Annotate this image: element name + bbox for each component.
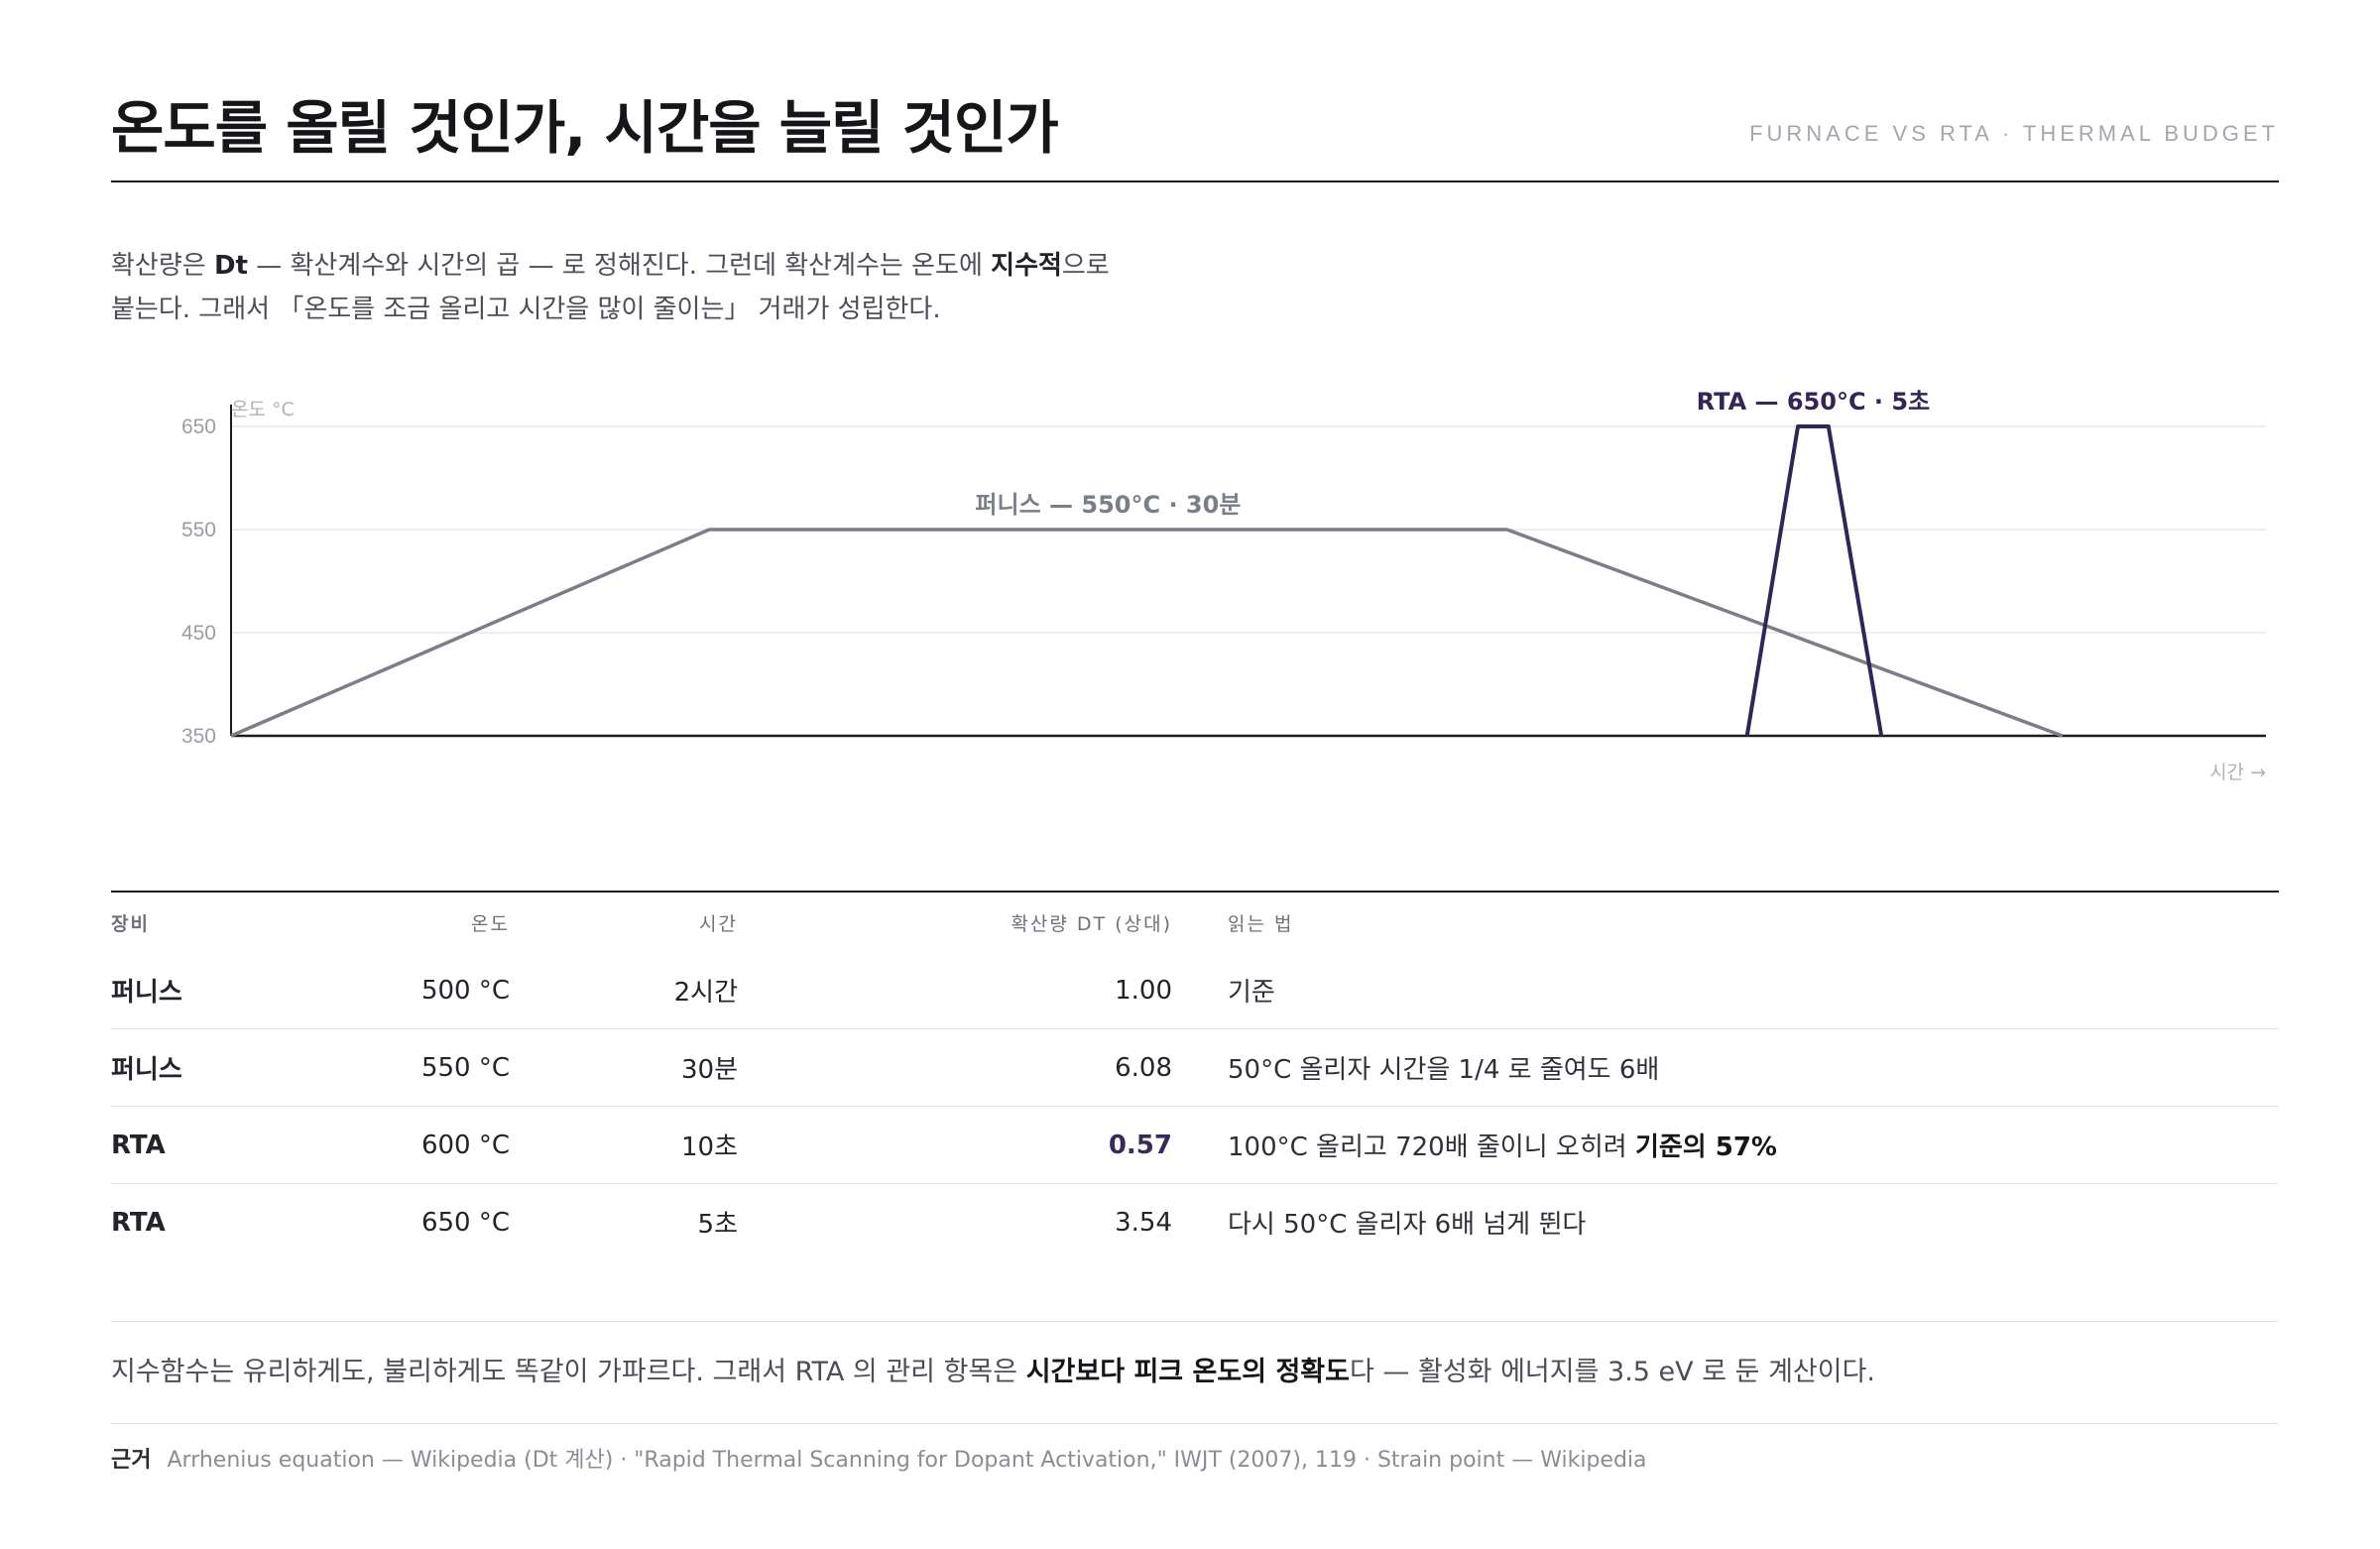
y-axis-label: 온도 °C bbox=[231, 399, 295, 420]
sources-text: Arrhenius equation — Wikipedia (Dt 계산) ·… bbox=[167, 1448, 1647, 1473]
series-line-furnace bbox=[230, 528, 2064, 738]
sources-label: 근거 bbox=[111, 1448, 152, 1473]
cell-read-text: 다시 50°C 올리자 6배 넘게 뛴다 bbox=[1228, 1210, 1587, 1240]
y-tick-label: 450 bbox=[181, 622, 216, 645]
header-dt: 확산량 DT (상대) bbox=[1011, 912, 1172, 935]
summary-text: 지수함수는 유리하게도, 불리하게도 똑같이 가파르다. 그래서 RTA 의 관… bbox=[111, 1357, 1026, 1387]
intro-text: 으로 bbox=[1061, 251, 1110, 281]
cell-read-text: 50°C 올리자 시간을 1/4 로 줄여도 6배 bbox=[1228, 1055, 1660, 1085]
cell-temp: 550 °C bbox=[262, 1028, 510, 1107]
y-tick-label: 550 bbox=[181, 519, 216, 541]
summary-note: 지수함수는 유리하게도, 불리하게도 똑같이 가파르다. 그래서 RTA 의 관… bbox=[111, 1321, 2279, 1424]
intro-text: 확산량은 bbox=[111, 251, 214, 281]
table-header-row: 장비 온도 시간 확산량 DT (상대) 읽는 법 bbox=[111, 893, 2279, 952]
series-annotation-rta: RTA — 650°C · 5초 bbox=[1697, 388, 1931, 416]
intro-bold-dt: Dt bbox=[213, 251, 248, 281]
cell-dt: 1.00 bbox=[738, 952, 1172, 1029]
x-axis-label: 시간 → bbox=[2209, 762, 2266, 783]
summary-bold: 시간보다 피크 온도의 정확도 bbox=[1025, 1357, 1350, 1387]
cell-device: 퍼니스 bbox=[111, 1028, 262, 1107]
cell-time: 10초 bbox=[510, 1106, 738, 1184]
sources: 근거 Arrhenius equation — Wikipedia (Dt 계산)… bbox=[111, 1442, 1647, 1474]
cell-time: 5초 bbox=[697, 1210, 738, 1240]
cell-read: 다시 50°C 올리자 6배 넘게 뛴다 bbox=[1172, 1184, 2279, 1261]
series-line-rta bbox=[1744, 424, 1884, 737]
series-annotation-furnace: 퍼니스 — 550°C · 30분 bbox=[975, 491, 1241, 519]
intro-bold-exponential: 지수적 bbox=[991, 251, 1062, 281]
page-title: 온도를 올릴 것인가, 시간을 늘릴 것인가 bbox=[111, 94, 1059, 162]
cell-temp: 650 °C bbox=[420, 1207, 510, 1238]
temperature-time-chart: 650 550 450 350 온도 °C 시간 → 퍼니스 — 550°C · 30분 RT… bbox=[181, 388, 2266, 783]
cell-read-bold: 기준의 57% bbox=[1634, 1132, 1777, 1162]
table-row: 퍼니스 550 °C 30분 6.08 50°C 올리자 시간을 1/4 로 줄… bbox=[111, 1028, 2279, 1107]
cell-dt-highlight: 0.57 bbox=[738, 1106, 1172, 1184]
cell-device: RTA bbox=[111, 1207, 166, 1238]
table-row: RTA 600 °C 10초 0.57 100°C 올리고 720배 줄이니 오… bbox=[111, 1106, 2279, 1184]
cell-dt: 3.54 bbox=[1115, 1207, 1172, 1238]
header-temp: 온도 bbox=[471, 912, 510, 935]
y-tick-label: 350 bbox=[181, 725, 216, 748]
header: 온도를 올릴 것인가, 시간을 늘릴 것인가 FURNACE VS RTA · … bbox=[111, 81, 2279, 182]
y-tick-label: 650 bbox=[181, 416, 216, 438]
cell-time: 30분 bbox=[510, 1028, 738, 1107]
cell-read: 기준 bbox=[1172, 952, 2279, 1029]
cell-read: 100°C 올리고 720배 줄이니 오히려 기준의 57% bbox=[1172, 1106, 2279, 1184]
cell-time: 2시간 bbox=[510, 952, 738, 1029]
intro-text: — 확산계수와 시간의 곱 — 로 정해진다. 그런데 확산계수는 온도에 bbox=[247, 251, 992, 281]
cell-read-text: 기준 bbox=[1228, 978, 1275, 1008]
cell-device: RTA bbox=[111, 1106, 262, 1184]
header-device: 장비 bbox=[111, 912, 150, 935]
cell-read: 50°C 올리자 시간을 1/4 로 줄여도 6배 bbox=[1172, 1028, 2279, 1107]
table-row: 퍼니스 500 °C 2시간 1.00 기준 bbox=[111, 952, 2279, 1029]
intro-line-2: 붙는다. 그래서 「온도를 조금 올리고 시간을 많이 줄이는」 거래가 성립한… bbox=[111, 295, 941, 324]
summary-text: 다 — 활성화 에너지를 3.5 eV 로 둔 계산이다. bbox=[1349, 1357, 1876, 1387]
comparison-table: 장비 온도 시간 확산량 DT (상대) 읽는 법 퍼니스 500 °C 2시간… bbox=[111, 891, 2279, 1260]
cell-read-text: 100°C 올리고 720배 줄이니 오히려 bbox=[1228, 1132, 1635, 1162]
cell-temp: 600 °C bbox=[262, 1106, 510, 1184]
cell-temp: 500 °C bbox=[262, 952, 510, 1029]
cell-device: 퍼니스 bbox=[111, 952, 262, 1029]
table-row: RTA 650 °C 5초 3.54 다시 50°C 올리자 6배 넘게 뛴다 bbox=[111, 1184, 2279, 1261]
header-read: 읽는 법 bbox=[1228, 912, 1294, 935]
intro-paragraph: 확산량은 Dt — 확산계수와 시간의 곱 — 로 정해진다. 그런데 확산계수… bbox=[111, 244, 1162, 331]
page-kicker: FURNACE VS RTA · THERMAL BUDGET bbox=[1749, 121, 2279, 146]
cell-dt: 6.08 bbox=[738, 1028, 1172, 1107]
header-time: 시간 bbox=[699, 912, 738, 935]
